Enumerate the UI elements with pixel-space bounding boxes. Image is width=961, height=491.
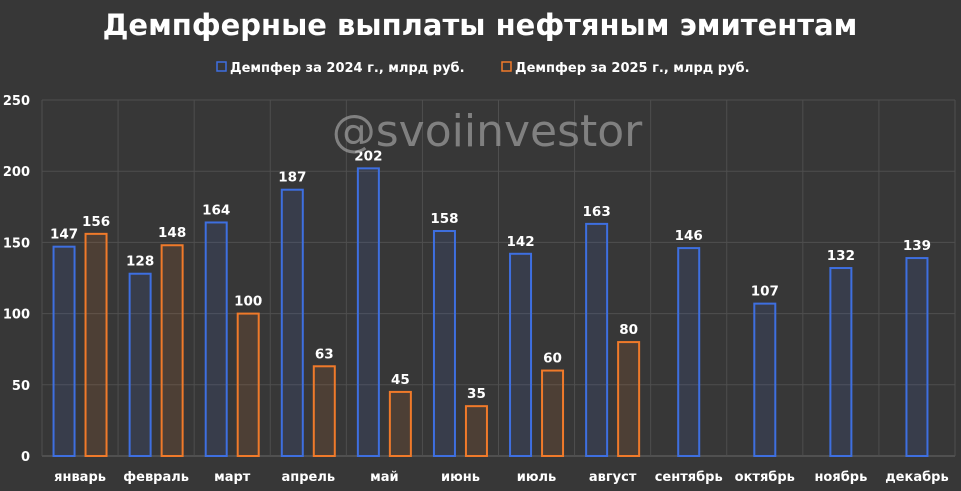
bar-2024 (356, 167, 380, 458)
bar-2024 (753, 302, 777, 457)
watermark: @svoiinvestor (332, 106, 643, 157)
bar-2024 (509, 252, 533, 457)
y-tick-label: 150 (3, 236, 30, 251)
bar-2025 (160, 244, 184, 457)
data-label: 142 (506, 234, 534, 250)
data-label: 139 (903, 238, 931, 254)
chart-title: Демпферные выплаты нефтяным эмитентам (103, 8, 858, 42)
legend: Демпфер за 2024 г., млрд руб. Демпфер за… (216, 61, 750, 76)
x-tick-label: июль (517, 470, 557, 485)
data-label: 63 (315, 346, 334, 362)
x-tick-label: сентябрь (655, 470, 723, 485)
legend-item-2024: Демпфер за 2024 г., млрд руб. (216, 61, 465, 76)
x-tick-label: декабрь (885, 470, 949, 485)
data-label: 187 (278, 170, 306, 186)
x-tick-label: август (589, 470, 637, 485)
legend-swatch-2024 (216, 61, 227, 72)
bar-2025 (388, 390, 412, 458)
data-label: 128 (126, 254, 154, 270)
bar-2024 (905, 257, 929, 457)
legend-swatch-2025 (501, 61, 512, 72)
bar-2024 (677, 247, 701, 457)
data-label: 148 (158, 225, 186, 241)
data-label: 164 (202, 202, 230, 218)
bar-2025 (84, 232, 108, 457)
data-label: 45 (391, 372, 410, 388)
data-label: 100 (234, 294, 262, 310)
x-tick-label: июнь (441, 470, 480, 485)
bars (52, 167, 929, 458)
bar-2024 (585, 222, 609, 457)
data-label: 202 (354, 148, 382, 164)
bar-2025 (312, 365, 336, 457)
data-label: 80 (619, 322, 638, 338)
data-label: 156 (82, 214, 110, 230)
data-label: 60 (543, 351, 562, 367)
y-tick-label: 0 (21, 450, 30, 465)
x-tick-label: ноябрь (814, 470, 867, 485)
x-axis-ticks: январь февраль март апрель май июнь июль август… (54, 470, 949, 485)
bar-2025 (541, 369, 565, 457)
gridlines (41, 99, 956, 457)
legend-label-2024: Демпфер за 2024 г., млрд руб. (230, 61, 465, 76)
y-tick-label: 50 (12, 379, 30, 394)
x-tick-label: октябрь (735, 470, 795, 485)
bar-2024 (829, 267, 853, 458)
y-tick-label: 200 (3, 165, 30, 180)
y-tick-label: 100 (3, 308, 30, 323)
y-axis-ticks: 0 50 100 150 200 250 (3, 94, 30, 465)
bar-2024 (52, 245, 76, 457)
data-label: 163 (583, 204, 611, 220)
x-tick-label: февраль (123, 470, 189, 485)
legend-item-2025: Демпфер за 2025 г., млрд руб. (501, 61, 750, 76)
data-label: 132 (827, 248, 855, 264)
data-label: 158 (430, 211, 458, 227)
bar-2025 (617, 341, 641, 457)
bar-2025 (464, 405, 488, 458)
data-label: 35 (467, 386, 486, 402)
x-tick-label: январь (54, 470, 106, 485)
x-tick-label: март (214, 470, 251, 485)
legend-label-2025: Демпфер за 2025 г., млрд руб. (515, 61, 750, 76)
data-label: 107 (751, 284, 779, 300)
bar-2025 (236, 312, 260, 457)
x-tick-label: апрель (281, 470, 335, 485)
data-label: 147 (50, 227, 78, 243)
bar-2024 (128, 272, 152, 457)
bar-2024 (204, 221, 228, 457)
x-tick-label: май (370, 470, 399, 485)
bar-2024 (432, 230, 456, 457)
data-label: 146 (675, 228, 703, 244)
bar-2024 (280, 188, 304, 457)
y-tick-label: 250 (3, 94, 30, 109)
